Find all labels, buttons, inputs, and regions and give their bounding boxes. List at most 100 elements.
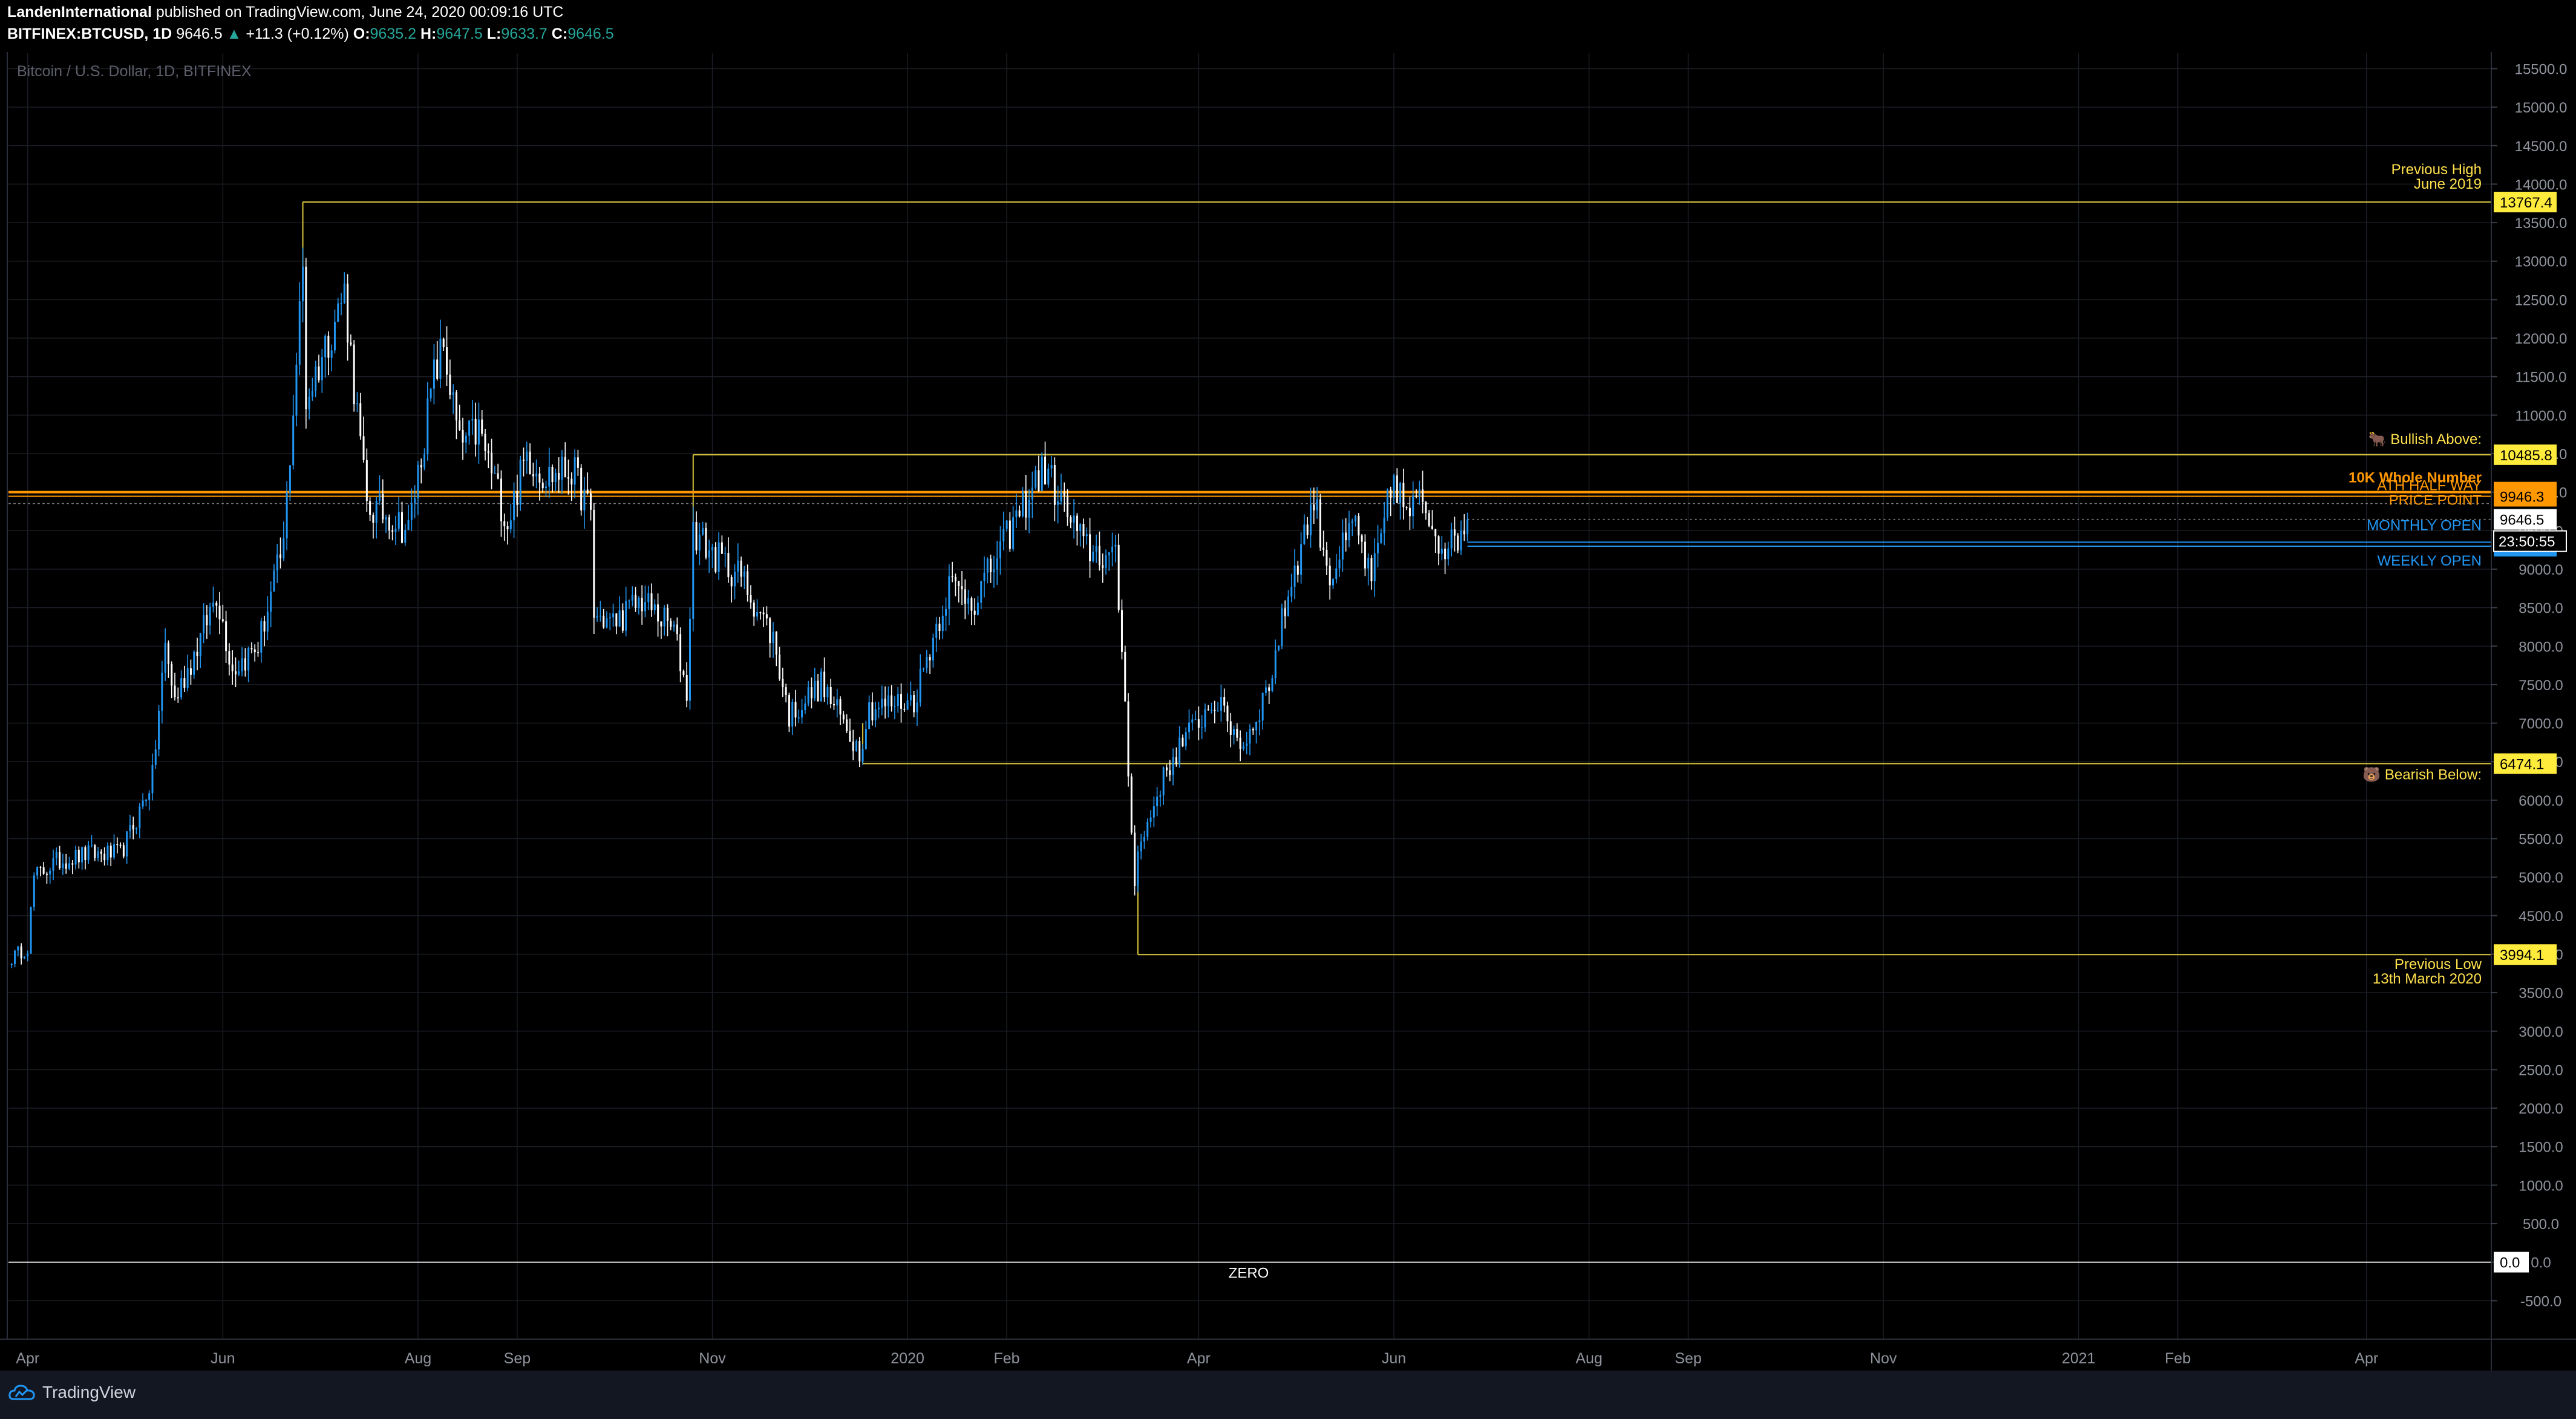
- candle-body: [452, 392, 454, 395]
- candle-body: [823, 671, 826, 697]
- candle-body: [465, 435, 467, 443]
- candle-body: [1188, 722, 1191, 732]
- candle-body: [817, 680, 819, 702]
- candle-body: [497, 473, 499, 479]
- time-tick-label: Nov: [1870, 1350, 1897, 1367]
- candle-body: [724, 553, 727, 554]
- current-price-tag: [2494, 509, 2557, 530]
- candle-body: [142, 800, 144, 807]
- candle-body: [1002, 529, 1005, 542]
- candle-body: [1278, 645, 1280, 651]
- candle-body: [273, 570, 275, 592]
- candle-body: [935, 624, 938, 638]
- candle-body: [1197, 719, 1200, 728]
- candle-body: [544, 486, 547, 489]
- candle-body: [1108, 552, 1110, 555]
- candle-body: [1367, 558, 1370, 569]
- candle-body: [247, 647, 250, 671]
- candle-body: [1303, 524, 1306, 544]
- chart-header: LandenInternational published on Trading…: [0, 0, 2576, 52]
- candle-body: [810, 687, 812, 699]
- open-label: O:: [353, 25, 370, 42]
- price-tag-label-ath-half-way: 9946.3: [2500, 489, 2544, 505]
- candle-body: [976, 602, 979, 615]
- candle-body: [468, 420, 471, 436]
- candle-body: [532, 474, 534, 477]
- time-tick-label: Apr: [2355, 1350, 2378, 1367]
- level-text-previous-high: Previous High: [2391, 161, 2482, 178]
- time-axis[interactable]: Apr Jun Aug Sep Nov 2020 Feb Apr Jun Aug Sep Nov 202…: [0, 1339, 2576, 1367]
- candle-body: [558, 472, 560, 480]
- candle-body: [1358, 516, 1360, 536]
- candle-body: [196, 651, 198, 656]
- candle-body: [1463, 530, 1465, 535]
- candle-body: [1316, 499, 1318, 511]
- author-name[interactable]: LandenInternational: [7, 4, 152, 21]
- candle-body: [228, 651, 230, 665]
- candle-body: [999, 541, 1001, 559]
- candle-body: [391, 530, 394, 532]
- candle-body: [650, 593, 653, 610]
- up-arrow-icon: ▲: [226, 25, 242, 42]
- level-text-ath-half-way: PRICE POINT: [2389, 492, 2482, 508]
- candle-body: [1252, 729, 1254, 731]
- candle-body: [583, 489, 586, 511]
- candle-body: [1098, 546, 1100, 566]
- candle-body: [161, 673, 163, 711]
- candle-body: [1089, 534, 1091, 561]
- candle-body: [1437, 536, 1440, 554]
- price-tag-previous-high: [2494, 192, 2557, 213]
- candle-body: [1041, 456, 1043, 491]
- candle-body: [993, 569, 995, 573]
- candle-body: [1434, 529, 1437, 537]
- candle-body: [1047, 468, 1050, 484]
- candle-body: [721, 542, 723, 554]
- candle-body: [1178, 737, 1181, 765]
- candle-body: [903, 708, 906, 710]
- symbol-label[interactable]: BITFINEX:BTCUSD, 1D: [7, 25, 172, 42]
- candle-body: [449, 374, 451, 395]
- candle-body: [1076, 515, 1078, 531]
- candle-body: [62, 863, 64, 869]
- candle-body: [529, 451, 531, 475]
- candle-body: [660, 621, 662, 627]
- candle-body: [679, 634, 682, 671]
- candle-body: [874, 709, 877, 721]
- time-tick-label: Feb: [994, 1350, 1020, 1367]
- price-tick-label: 7000.0: [2519, 716, 2563, 732]
- candle-body: [1390, 489, 1392, 498]
- candle-body: [136, 828, 138, 830]
- candle-body: [1140, 841, 1142, 852]
- candle-body: [762, 612, 765, 615]
- price-tick-label: 11500.0: [2516, 370, 2567, 386]
- candle-body: [52, 858, 54, 871]
- level-text-previous-low: 13th March 2020: [2373, 971, 2482, 987]
- candle-body: [580, 468, 583, 511]
- candle-body: [923, 668, 925, 669]
- candle-body: [103, 853, 106, 861]
- candle-body: [378, 494, 381, 501]
- price-chart[interactable]: Bitcoin / U.S. Dollar, 1D, BITFINEX -500…: [0, 0, 2576, 1371]
- candle-body: [698, 534, 701, 551]
- price-tag-zero: [2494, 1251, 2529, 1273]
- tradingview-logo[interactable]: TradingView: [8, 1383, 136, 1402]
- candle-body: [1355, 516, 1357, 521]
- candle-body: [1022, 491, 1024, 517]
- candle-body: [122, 845, 125, 856]
- candle-body: [119, 844, 122, 846]
- candle-body: [174, 685, 176, 697]
- candle-body: [1185, 732, 1187, 746]
- candle-body: [388, 517, 390, 530]
- candle-body: [618, 610, 621, 627]
- candle-body: [926, 657, 928, 668]
- candle-body: [801, 710, 803, 718]
- candle-body: [791, 702, 794, 727]
- candle-body: [1085, 534, 1088, 537]
- candle-body: [14, 950, 16, 964]
- candle-body: [1450, 529, 1453, 549]
- candle-body: [77, 849, 80, 863]
- candle-body: [401, 512, 404, 543]
- candle-body: [941, 615, 944, 631]
- candle-body: [1018, 510, 1021, 517]
- candle-body: [1415, 495, 1417, 497]
